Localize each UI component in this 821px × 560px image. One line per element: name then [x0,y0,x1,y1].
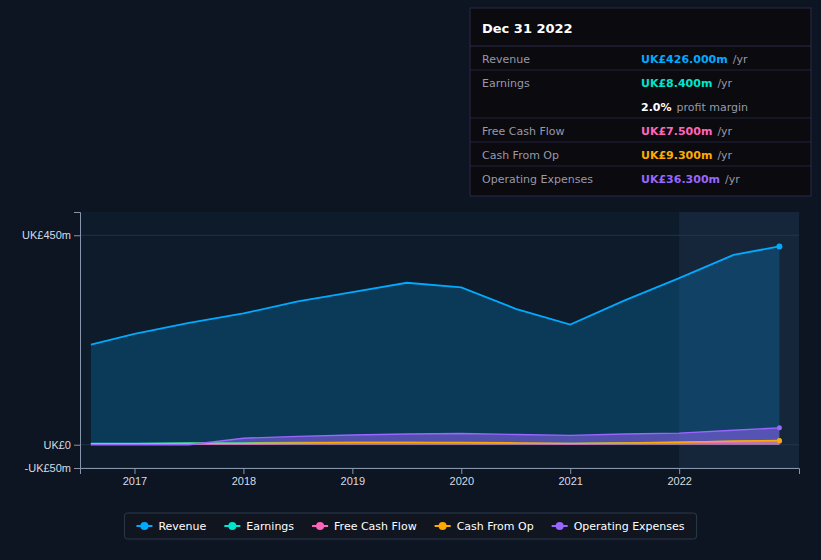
plot: 2017 2018 2019 2020 2021 2022 -UK£50m UK£0 UK£45… [22,212,799,487]
x-tick-label: 2021 [558,475,582,487]
legend-frame [124,513,696,539]
series-line [91,441,779,444]
x-tick-label: 2018 [232,475,256,487]
info-box-separator [470,46,811,47]
grid-line [80,468,799,469]
y-tick: UK£0 [43,439,80,451]
info-box-value: UK£426.000m [641,53,728,66]
y-axis-line [74,213,81,469]
info-box-value: UK£9.300m [641,149,712,162]
info-box-value: UK£8.400m [641,77,712,90]
series-line [91,440,779,443]
x-tick: 2017 [123,468,147,487]
x-tick-label: 2022 [667,475,691,487]
x-tick: 2020 [450,468,474,487]
x-tick: 2022 [667,468,691,487]
info-box-label: Cash From Op [482,149,559,162]
x-tick: 2021 [558,468,582,487]
y-tick-label: -UK£50m [25,462,71,474]
info-box-value: 2.0% [641,101,672,114]
info-box-value: UK£36.300m [641,173,720,186]
chart: 2017 2018 2019 2020 2021 2022 -UK£50m UK£0 UK£45… [0,0,821,560]
end-point [777,438,782,443]
x-tick-mark [134,468,135,474]
info-box: Dec 31 2022 Revenue UK£426.000m/yr Earnings… [470,8,811,196]
x-axis-line [81,469,800,475]
legend-swatch [140,522,148,530]
info-box-label: Operating Expenses [482,173,593,186]
info-box-separator [470,118,811,119]
info-box-separator [470,142,811,143]
series-line [91,428,779,445]
y-tick-mark [74,235,80,236]
y-tick: UK£450m [22,229,80,241]
y-axis: -UK£50m UK£0 UK£450m [22,213,80,475]
background [0,0,821,560]
legend-swatch [228,522,236,530]
info-box-separator [470,70,811,71]
info-box-label: Free Cash Flow [482,125,565,138]
end-point [777,425,782,430]
legend: Revenue Earnings Free Cash Flow Cash From O… [124,513,696,539]
info-box-title: Dec 31 2022 [482,21,573,36]
series-area [91,246,779,444]
info-box-label: Revenue [482,53,530,66]
x-tick-mark [679,468,680,474]
series-area [91,428,779,445]
info-box-suffix: profit margin [677,101,749,114]
series-line [91,246,779,344]
grid-line [80,235,799,236]
info-box-suffix: /yr [717,149,732,162]
legend-label: Operating Expenses [574,520,685,533]
y-tick-mark [74,445,80,446]
y-tick-label: UK£0 [43,439,71,451]
end-point [777,438,782,443]
legend-label: Cash From Op [457,520,534,533]
x-tick: 2018 [232,468,256,487]
marks [80,212,799,468]
x-tick-mark [243,468,244,474]
x-axis: 2017 2018 2019 2020 2021 2022 [81,468,800,487]
info-box-label: Earnings [482,77,530,90]
y-tick-mark [74,468,80,469]
legend-label: Free Cash Flow [334,520,417,533]
legend-item: Operating Expenses [552,520,685,533]
info-box-suffix: /yr [717,125,732,138]
end-point [776,243,782,249]
x-tick-mark [461,468,462,474]
x-tick-label: 2019 [341,475,365,487]
info-box-suffix: /yr [725,173,740,186]
legend-item: Free Cash Flow [312,520,417,533]
x-tick-mark [570,468,571,474]
grid [80,235,799,468]
info-box-separator [470,166,811,167]
legend-label: Revenue [158,520,206,533]
legend-item: Earnings [224,520,294,533]
plot-background [80,212,799,468]
legend-swatch [439,522,447,530]
x-tick: 2019 [341,468,365,487]
y-tick-label: UK£450m [22,229,71,241]
info-box-suffix: /yr [717,77,732,90]
legend-item: Revenue [136,520,206,533]
legend-items: Revenue Earnings Free Cash Flow Cash From O… [136,520,684,533]
end-point [777,439,782,444]
info-box-suffix: /yr [733,53,748,66]
legend-swatch [316,522,324,530]
legend-item: Cash From Op [435,520,534,533]
legend-swatch [556,522,564,530]
legend-label: Earnings [246,520,294,533]
x-tick-mark [352,468,353,474]
y-tick: -UK£50m [25,462,80,474]
info-box-frame [470,8,811,196]
x-tick-label: 2017 [123,475,147,487]
x-tick-label: 2020 [450,475,474,487]
info-box-value: UK£7.500m [641,125,712,138]
